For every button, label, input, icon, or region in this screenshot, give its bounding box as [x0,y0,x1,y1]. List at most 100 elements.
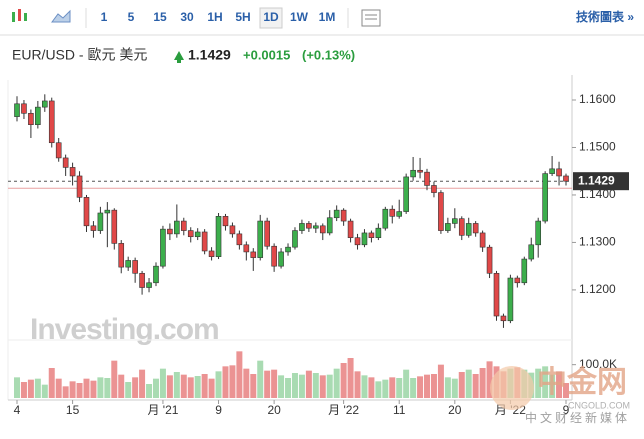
interval-button[interactable]: 15 [153,10,167,24]
interval-button[interactable]: 1 [101,10,108,24]
volume-bar [472,374,479,398]
candle-body [28,113,34,125]
candle-body [528,244,535,260]
volume-bar [257,360,264,398]
candle-body [292,230,298,248]
candle-body [285,246,291,253]
volume-bar [326,374,333,398]
y-tick-label: 1.1600 [579,92,616,106]
volume-bar [173,372,180,398]
volume-bar [152,378,159,398]
volume-bar [340,363,347,398]
volume-bar [298,374,305,398]
volume-bar [333,368,340,398]
volume-bar [187,377,194,398]
candle-body [306,223,312,229]
candle-body [493,272,500,317]
volume-bar [159,368,166,398]
y-tick-label: 1.1200 [579,282,616,296]
candle-body [382,208,389,229]
x-tick-label: 月 '22 [328,403,359,417]
y-tick-label: 1.1500 [579,140,616,154]
volume-bar [34,378,41,398]
candle-body [389,208,396,217]
candle-body [243,244,250,253]
volume-bar [139,369,146,398]
volume-bar [486,361,493,398]
up-arrow [174,51,184,63]
selected-interval [259,7,283,29]
x-tick-label: 月 '21 [147,403,178,417]
indicator-icon[interactable] [361,9,381,27]
candle-body [250,251,257,258]
candle-body [535,220,542,246]
interval-button[interactable]: 1M [319,10,336,24]
volume-bar [104,378,111,398]
volume-bar [215,371,222,398]
candle-body [208,250,215,257]
candle-body [431,185,437,193]
candle-icon[interactable] [12,9,27,22]
volume-bar [291,373,298,398]
change: +0.0015 [243,47,290,62]
technical-chart-link[interactable]: 技術圖表 » [576,9,634,24]
candle-body [396,211,403,217]
y-tick-label: 1.1400 [579,187,616,201]
candle-body [111,209,118,244]
y-tick-label: 100.0K [579,357,617,371]
interval-button[interactable]: 1D [263,10,279,24]
toolbar [0,0,644,35]
candle-body [452,218,458,224]
volume-bar [563,383,569,398]
volume-bar [83,378,90,398]
volume-bar [285,378,292,398]
volume-bar [201,374,208,398]
candle-body [90,225,97,231]
candle-body [445,223,451,231]
candle-body [41,100,48,108]
volume-bar [437,364,444,398]
volume-bar [180,374,187,398]
volume-bar [396,378,403,398]
interval-button[interactable]: 1H [207,10,222,24]
interval-button[interactable]: 1W [290,10,309,24]
interval-button[interactable]: 5H [235,10,250,24]
volume-bar [305,370,312,398]
candle-body [347,220,354,238]
candle-body [368,232,375,238]
volume-bar [278,375,285,398]
candle-body [222,216,229,227]
area-icon[interactable] [51,9,71,23]
volume-bar [48,368,55,398]
volume-bar [250,374,257,398]
candle-body [326,217,333,234]
interval-button[interactable]: 30 [180,10,194,24]
volume-bar [76,383,83,398]
x-tick-label: 20 [267,403,281,417]
candle-body [472,223,479,234]
candle-body [174,220,180,235]
candle-body [465,223,472,236]
change-percent: (+0.13%) [302,47,355,62]
volume-bar [382,379,389,398]
candle-body [14,103,20,117]
candle-body [479,232,486,248]
volume-bar [208,378,215,398]
candle-body [229,225,236,235]
volume-bar [14,377,20,398]
candle-body [549,168,555,174]
volume-bar [312,373,319,398]
candle-body [340,209,347,222]
volume-bar [361,375,368,398]
candle-body [139,272,145,288]
candle-body [417,169,423,173]
volume-bar [542,366,549,398]
candle-body [76,175,83,198]
interval-button[interactable]: 5 [128,10,135,24]
candle-body [486,246,493,274]
volume-bar [132,377,139,398]
price: 1.1429 [188,47,231,63]
candle-body [563,175,569,182]
volume-bar [458,372,465,398]
volume-bar [62,386,69,398]
